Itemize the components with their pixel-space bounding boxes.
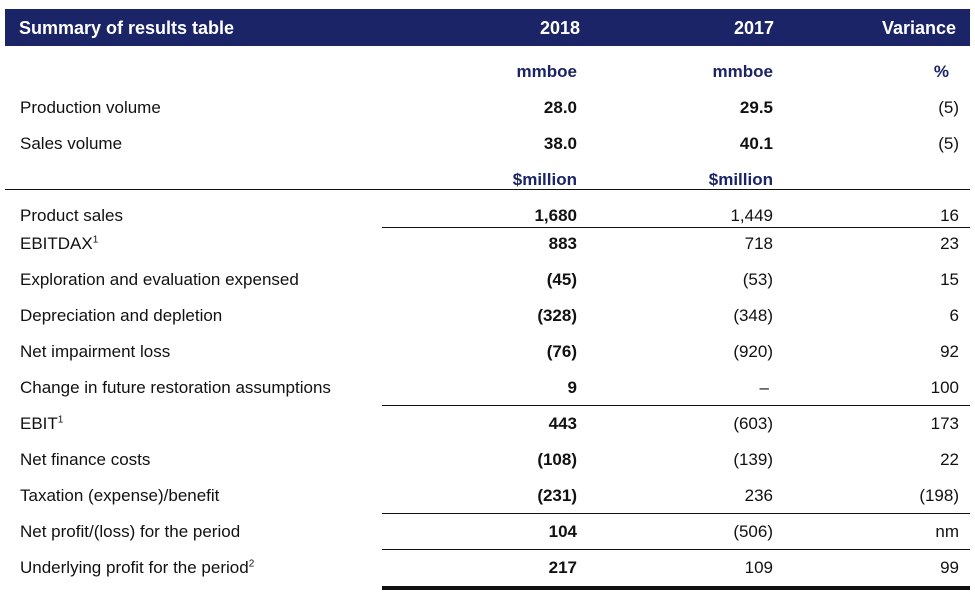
value-variance: (5) bbox=[938, 134, 959, 153]
divider-line bbox=[382, 513, 970, 514]
table-row: Net profit/(loss) for the period 104 (50… bbox=[0, 514, 975, 550]
table-row: Production volume 28.0 29.5 (5) bbox=[0, 90, 975, 126]
row-label: Production volume bbox=[20, 98, 161, 117]
row-label: Net profit/(loss) for the period bbox=[20, 522, 241, 541]
column-header-variance: Variance bbox=[881, 18, 956, 38]
value-2018: 9 bbox=[567, 378, 577, 397]
unit-2017: mmboe bbox=[712, 62, 773, 81]
unit-2017: $million bbox=[708, 170, 773, 189]
value-2018: 883 bbox=[548, 234, 577, 253]
value-2018: 217 bbox=[548, 558, 577, 577]
divider-line bbox=[382, 549, 970, 550]
value-2018: (231) bbox=[537, 486, 577, 505]
footnote-marker: 1 bbox=[92, 234, 99, 246]
divider-line bbox=[5, 189, 970, 190]
table-row: Underlying profit for the period2 217 10… bbox=[0, 550, 975, 586]
table-row: Net finance costs (108) (139) 22 bbox=[0, 442, 975, 478]
value-2018: 443 bbox=[548, 414, 577, 433]
value-2018: 1,680 bbox=[534, 206, 577, 225]
value-2018: (328) bbox=[537, 306, 577, 325]
value-2018: 38.0 bbox=[543, 134, 577, 153]
value-variance: nm bbox=[935, 522, 959, 541]
value-variance: 23 bbox=[940, 234, 959, 253]
value-2017: 29.5 bbox=[739, 98, 773, 117]
value-variance: 92 bbox=[940, 342, 959, 361]
units-row-volume: mmboe mmboe % bbox=[0, 54, 975, 90]
row-label: Change in future restoration assumptions bbox=[20, 378, 331, 397]
value-2018: (76) bbox=[546, 342, 577, 361]
value-2017: (506) bbox=[733, 522, 773, 541]
table-row: Exploration and evaluation expensed (45)… bbox=[0, 262, 975, 298]
value-2018: (45) bbox=[546, 270, 577, 289]
value-2018: (108) bbox=[537, 450, 577, 469]
value-2017: 40.1 bbox=[739, 134, 773, 153]
units-row-money: $million $million bbox=[0, 162, 975, 198]
table-row: Depreciation and depletion (328) (348) 6 bbox=[0, 298, 975, 334]
value-variance: 173 bbox=[930, 414, 959, 433]
table-header: Summary of results table 2018 2017 Varia… bbox=[5, 9, 970, 46]
row-label: EBITDAX1 bbox=[20, 234, 99, 253]
value-variance: 15 bbox=[940, 270, 959, 289]
value-2017: (920) bbox=[733, 342, 773, 361]
row-label: Underlying profit for the period2 bbox=[20, 558, 255, 577]
table-title: Summary of results table bbox=[19, 18, 235, 38]
footnote-marker: 2 bbox=[248, 558, 255, 570]
row-label: Net finance costs bbox=[20, 450, 151, 469]
table-row: Net impairment loss (76) (920) 92 bbox=[0, 334, 975, 370]
value-2017: (139) bbox=[733, 450, 773, 469]
row-label: Net impairment loss bbox=[20, 342, 171, 361]
table-row: Product sales 1,680 1,449 16 bbox=[0, 198, 975, 234]
divider-line bbox=[382, 405, 970, 406]
unit-variance: % bbox=[933, 62, 949, 81]
value-variance: 22 bbox=[940, 450, 959, 469]
double-rule-bottom bbox=[382, 586, 970, 590]
value-2017: (53) bbox=[742, 270, 773, 289]
column-header-2017: 2017 bbox=[733, 18, 774, 38]
value-2018: 104 bbox=[548, 522, 577, 541]
value-2017: 109 bbox=[744, 558, 773, 577]
table-row: Sales volume 38.0 40.1 (5) bbox=[0, 126, 975, 162]
table-row: EBIT1 443 (603) 173 bbox=[0, 406, 975, 442]
footnote-marker: 1 bbox=[57, 414, 64, 426]
value-2017: (603) bbox=[733, 414, 773, 433]
unit-2018: mmboe bbox=[516, 62, 577, 81]
row-label: Depreciation and depletion bbox=[20, 306, 223, 325]
divider-line bbox=[382, 227, 970, 228]
row-label: Taxation (expense)/benefit bbox=[20, 486, 220, 505]
value-2017: 1,449 bbox=[730, 206, 773, 225]
row-label: Sales volume bbox=[20, 134, 123, 153]
row-label: Exploration and evaluation expensed bbox=[20, 270, 299, 289]
value-variance: (198) bbox=[919, 486, 959, 505]
value-2018: 28.0 bbox=[543, 98, 577, 117]
row-label: EBIT1 bbox=[20, 414, 64, 433]
column-header-2018: 2018 bbox=[539, 18, 580, 38]
value-variance: 99 bbox=[940, 558, 959, 577]
unit-2018: $million bbox=[512, 170, 577, 189]
value-variance: 100 bbox=[930, 378, 959, 397]
value-variance: (5) bbox=[938, 98, 959, 117]
value-2017: – bbox=[759, 378, 769, 397]
value-variance: 16 bbox=[940, 206, 959, 225]
table-row: Change in future restoration assumptions… bbox=[0, 370, 975, 406]
row-label: Product sales bbox=[20, 206, 123, 225]
table-row: Taxation (expense)/benefit (231) 236 (19… bbox=[0, 478, 975, 514]
table-row: EBITDAX1 883 718 23 bbox=[0, 226, 975, 262]
value-variance: 6 bbox=[949, 306, 959, 325]
value-2017: (348) bbox=[733, 306, 773, 325]
value-2017: 718 bbox=[744, 234, 773, 253]
value-2017: 236 bbox=[744, 486, 773, 505]
